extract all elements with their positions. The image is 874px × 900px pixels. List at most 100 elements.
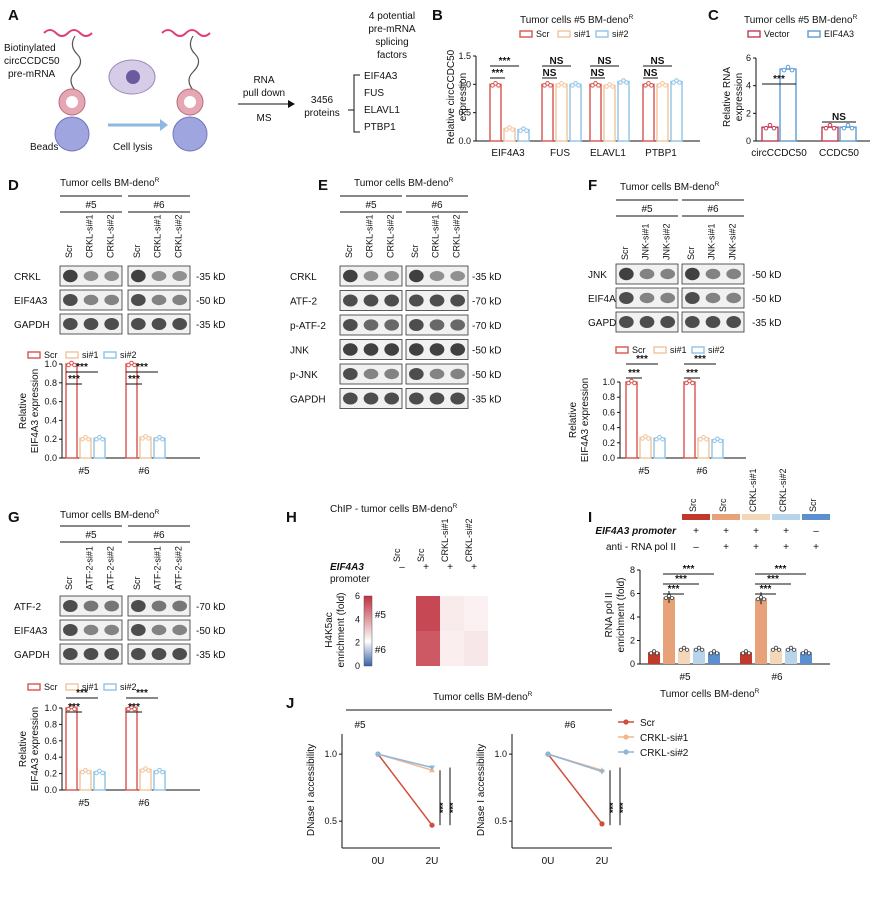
kd-label: -50 kD xyxy=(196,626,225,637)
data-point xyxy=(596,83,601,88)
y-tick-label: 0 xyxy=(746,136,751,146)
data-point xyxy=(777,647,781,652)
blot-band xyxy=(172,294,188,306)
blot-strip xyxy=(59,619,123,641)
data-point xyxy=(83,434,88,440)
factors-title: pre-mRNA xyxy=(368,24,416,35)
proteins-label: proteins xyxy=(304,108,340,119)
figure-layer: A Biotinylated circCCDC50 pre-mRNA Beads Cell… xyxy=(4,7,870,867)
scale-tick: 4 xyxy=(355,614,360,624)
data-point xyxy=(624,80,629,85)
data-point xyxy=(629,378,634,384)
data-point xyxy=(718,438,723,444)
data-point xyxy=(789,645,793,650)
group-label: #5 xyxy=(85,530,97,541)
data-point xyxy=(660,81,665,86)
data-point xyxy=(94,436,99,442)
lane-label: Scr xyxy=(132,576,142,590)
blot-band xyxy=(639,268,655,280)
sig-label: *** xyxy=(683,564,695,575)
data-point xyxy=(621,78,626,83)
y-axis-title: EIF4A3 expression xyxy=(30,707,41,792)
panel-letter-J: J xyxy=(286,695,294,712)
data-point xyxy=(701,434,706,440)
blot-band xyxy=(429,368,445,380)
row-sign: – xyxy=(693,542,699,553)
data-point xyxy=(744,649,748,654)
y-tick-label: 8 xyxy=(630,565,635,575)
sig-label: *** xyxy=(128,702,140,713)
blot-band xyxy=(83,648,99,660)
data-point xyxy=(671,80,676,85)
blot-band xyxy=(619,316,634,328)
blot-band xyxy=(363,294,379,307)
sig-label: *** xyxy=(499,56,511,67)
bar-Scr xyxy=(683,381,696,459)
group-label: #6 xyxy=(431,200,443,211)
bar-CRKL-si#1 xyxy=(678,648,690,664)
legend-item: Scr xyxy=(44,350,58,360)
data-point xyxy=(83,767,88,773)
data-point xyxy=(664,596,668,600)
x-tick-label: #6 xyxy=(138,466,150,477)
y-axis-title: RNA pol II xyxy=(604,592,615,637)
data-point xyxy=(559,81,564,86)
y-tick-label: 1.0 xyxy=(324,749,337,759)
blot-label: GAPDH xyxy=(588,318,624,329)
panel-b-title: Tumor cells #5 BM-denoR xyxy=(520,14,634,26)
legend-marker xyxy=(623,749,629,755)
data-point xyxy=(756,597,760,602)
data-point xyxy=(841,125,847,131)
blot-band xyxy=(172,648,188,660)
blot-band xyxy=(172,624,188,636)
bar-si#2 xyxy=(617,80,630,142)
lane-label: CRKL-si#2 xyxy=(173,214,183,258)
data-point xyxy=(610,84,615,89)
factor-name: PTBP1 xyxy=(364,122,396,133)
y-tick-label: 0.5 xyxy=(494,816,507,826)
x-tick-label: #5 xyxy=(638,466,650,477)
legend-marker xyxy=(623,734,629,740)
y-tick-label: 0.4 xyxy=(44,752,57,762)
promoter-sign: + xyxy=(447,562,453,573)
y-tick-label: 4 xyxy=(746,81,751,91)
y-tick-label: 6 xyxy=(746,53,751,63)
blot-band xyxy=(131,648,146,660)
factors-bracket xyxy=(348,74,360,133)
y-axis-title: expression xyxy=(458,73,469,121)
blot-band xyxy=(63,294,78,306)
sig-label: *** xyxy=(760,584,772,595)
promoter-sign: – xyxy=(399,562,405,573)
legend-swatch xyxy=(65,351,79,359)
sig-label: *** xyxy=(608,802,618,813)
data-point xyxy=(657,83,662,88)
sig-label: *** xyxy=(767,574,779,585)
factor-name: EIF4A3 xyxy=(364,71,398,82)
legend-item: Scr xyxy=(44,682,58,692)
blot-band xyxy=(429,294,445,307)
data-point xyxy=(160,769,165,775)
lane-label: CRKL-si#2 xyxy=(451,214,461,258)
legend-item: si#1 xyxy=(82,350,99,360)
data-point xyxy=(845,122,851,128)
legend-swatch xyxy=(65,683,79,691)
bead-shape xyxy=(172,116,208,152)
blot-band xyxy=(172,600,188,612)
data-point xyxy=(545,751,551,757)
group-label: #6 xyxy=(707,204,719,215)
data-point xyxy=(126,706,131,712)
bar-Scr xyxy=(800,652,812,664)
blot-band xyxy=(409,368,424,380)
legend-swatch xyxy=(747,30,761,38)
panel-e-title-sup: R xyxy=(449,177,454,184)
y-tick-label: 0.2 xyxy=(602,438,615,448)
condition-swatch xyxy=(772,514,800,520)
blot-band xyxy=(104,600,119,612)
y-tick-label: 0.2 xyxy=(44,769,57,779)
panel-d-title-sup: R xyxy=(155,177,160,184)
blot-band xyxy=(151,271,167,281)
blot-band xyxy=(685,267,700,281)
data-point xyxy=(518,128,523,133)
row-label: anti - RNA pol II xyxy=(606,542,676,553)
